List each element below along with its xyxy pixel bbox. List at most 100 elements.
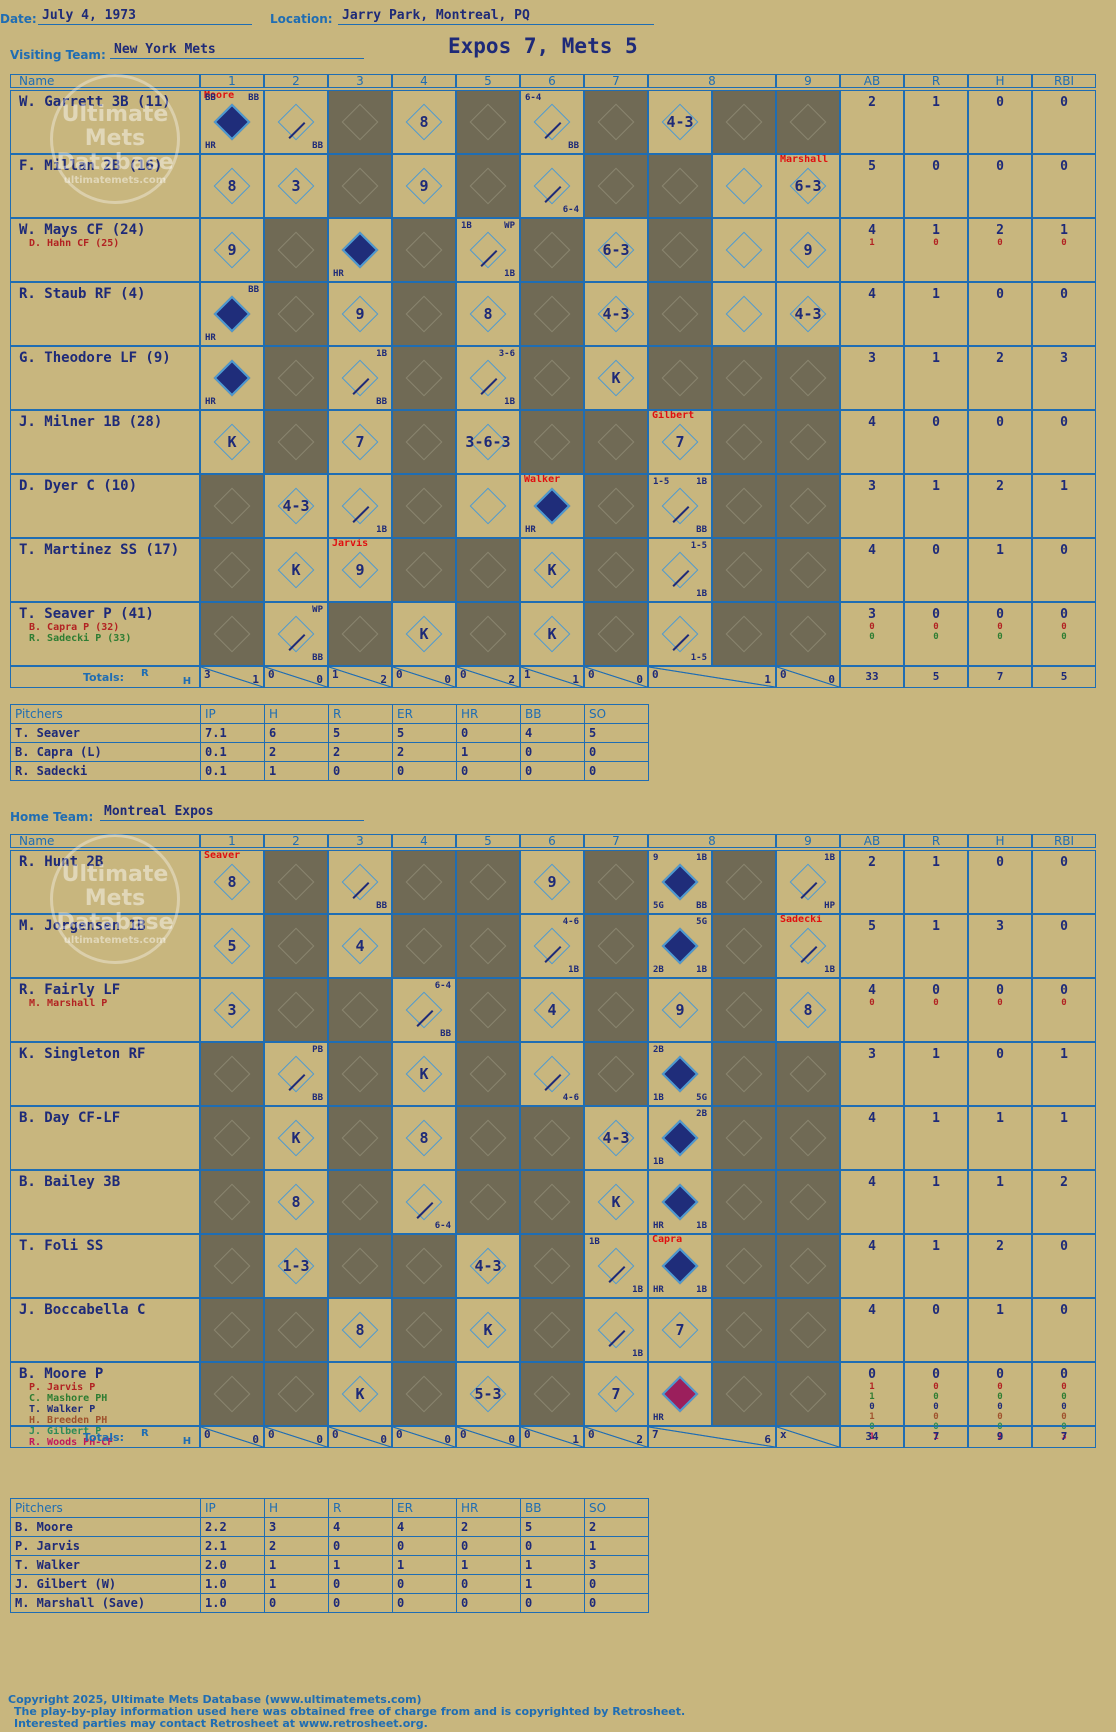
stat-cell: 5 [840, 154, 904, 218]
sub-stat-value: 0 [933, 998, 939, 1008]
base-diamond [277, 1375, 315, 1413]
play-result: 4 [547, 1001, 557, 1019]
stat-value: 4 [868, 1175, 876, 1190]
pitcher-stat: B. Moore [10, 1517, 201, 1537]
at-bat-cell: K [264, 538, 328, 602]
at-bat-cell [264, 850, 328, 914]
base-diamond [469, 927, 507, 965]
base-diamond [341, 1055, 379, 1093]
stat-value: 0 [996, 1367, 1004, 1382]
base-note: 1B [696, 853, 707, 863]
at-bat-cell: 9 [328, 282, 392, 346]
inning-hits: 0 [508, 1433, 515, 1446]
base-note: HR [205, 397, 216, 407]
play-result: 8 [227, 873, 237, 891]
inning-total-cell: x [776, 1426, 840, 1448]
base-diamond [533, 359, 571, 397]
pitcher-change: Sadecki [780, 914, 823, 925]
pitchers-header-row: Pitchers IP H R ER HR BB SO [10, 704, 649, 724]
visiting-scorecard: Name 1 2 3 4 5 6 7 8 9 AB R H RBI W. Garrett 3B (11) Mo… [10, 74, 1096, 692]
stat-value: 2 [996, 223, 1004, 238]
at-bat-cell: 4-6 [520, 1042, 584, 1106]
base-note: BB [248, 93, 259, 103]
stat-cell: 2 [968, 346, 1032, 410]
at-bat-cell [712, 218, 776, 282]
at-bat-cell [456, 474, 520, 538]
at-bat-cell [328, 978, 392, 1042]
base-diamond [533, 927, 571, 965]
base-diamond [213, 1311, 251, 1349]
base-diamond [789, 551, 827, 589]
at-bat-cell [712, 538, 776, 602]
totals-label-cell: Totals: RH [10, 1426, 200, 1448]
pitcher-stat: 0 [328, 1593, 393, 1613]
base-diamond [789, 1311, 827, 1349]
inning-header: 1 [200, 74, 264, 88]
base-diamond [533, 103, 571, 141]
base-diamond [213, 1055, 251, 1093]
inning-hits: 0 [380, 1433, 387, 1446]
inning-header: 4 [392, 834, 456, 848]
base-diamond [725, 295, 763, 333]
stat-cell: 0 [968, 90, 1032, 154]
pitcher-stat: 0 [584, 761, 649, 781]
inning-header: 8 [648, 834, 776, 848]
watermark-url: ultimatemets.com [63, 935, 167, 946]
at-bat-cell: 6-4 [392, 1170, 456, 1234]
pitcher-stat: 0 [520, 761, 585, 781]
substitute-name: H. Breeden PH [29, 1415, 108, 1426]
at-bat-cell [264, 410, 328, 474]
sub-stat-value: 1 [869, 238, 875, 248]
at-bat-cell [712, 410, 776, 474]
stat-value: 0 [1060, 855, 1068, 870]
pitcher-stat: 3 [264, 1517, 329, 1537]
play-result: 8 [419, 113, 429, 131]
sub-stat-value: 0 [997, 622, 1003, 632]
base-note: 2B [696, 1109, 707, 1119]
at-bat-cell [776, 1234, 840, 1298]
base-note: 5G [653, 901, 664, 911]
batter-name: K. Singleton RF [19, 1046, 146, 1062]
sub-stat-value: 1 [869, 1432, 875, 1442]
inning-runs: 3 [204, 668, 211, 681]
base-diamond [597, 103, 635, 141]
base-diamond [725, 359, 763, 397]
play-result: 4 [355, 937, 365, 955]
stat-value: 2 [1060, 1175, 1068, 1190]
base-diamond [277, 991, 315, 1029]
inning-header: 5 [456, 74, 520, 88]
at-bat-cell: HR BB [200, 282, 264, 346]
play-result: 5-3 [474, 1385, 502, 1403]
stat-cell: 4 [840, 282, 904, 346]
stat-value: 0 [1060, 95, 1068, 110]
stat-value: 0 [996, 983, 1004, 998]
stat-cell: 2 [968, 474, 1032, 538]
at-bat-cell: 7 [648, 1298, 712, 1362]
base-note: HP [824, 901, 835, 911]
stat-cell: 1 [968, 1170, 1032, 1234]
base-diamond [725, 863, 763, 901]
base-diamond [597, 863, 635, 901]
pitcher-change: Gilbert [652, 410, 695, 421]
pitchers-header-cell: Pitchers [10, 1498, 201, 1518]
at-bat-cell: 9 [200, 218, 264, 282]
base-diamond [341, 615, 379, 653]
at-bat-cell: 3 [264, 154, 328, 218]
stat-cell: 1 [1032, 1042, 1096, 1106]
base-note: 4-6 [562, 1093, 579, 1103]
at-bat-cell: HR [200, 346, 264, 410]
inning-hits: 1 [252, 673, 259, 686]
base-diamond [789, 487, 827, 525]
base-note: BB [376, 397, 387, 407]
play-result: 7 [675, 1321, 685, 1339]
at-bat-cell [776, 1042, 840, 1106]
base-diamond [533, 1119, 571, 1157]
at-bat-cell: K [584, 346, 648, 410]
inning-header: 6 [520, 834, 584, 848]
stat-value: 1 [1060, 223, 1068, 238]
base-diamond [597, 1247, 635, 1285]
sub-stat-value: 0 [933, 1412, 939, 1422]
play-result: 3-6-3 [465, 433, 511, 451]
